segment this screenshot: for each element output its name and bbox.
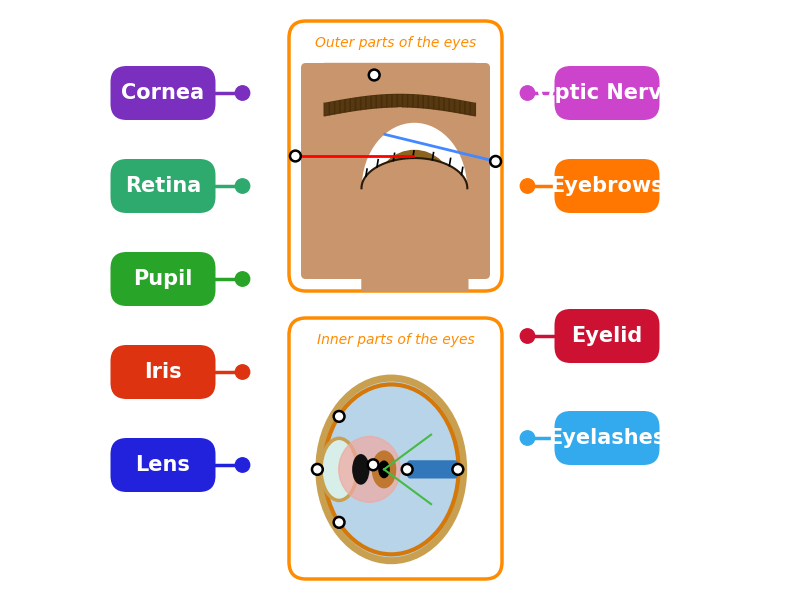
Circle shape (235, 86, 250, 100)
FancyBboxPatch shape (554, 309, 659, 363)
Ellipse shape (362, 124, 466, 253)
Circle shape (369, 70, 379, 80)
Ellipse shape (338, 436, 400, 502)
Circle shape (235, 179, 250, 193)
Ellipse shape (377, 151, 452, 226)
Text: Iris: Iris (144, 362, 182, 382)
Ellipse shape (397, 171, 406, 179)
FancyBboxPatch shape (110, 345, 215, 399)
Ellipse shape (321, 439, 358, 500)
Text: Cornea: Cornea (122, 83, 205, 103)
Text: Optic Nerve: Optic Nerve (538, 83, 677, 103)
FancyBboxPatch shape (554, 66, 659, 120)
Text: Outer parts of the eyes: Outer parts of the eyes (315, 36, 476, 50)
Text: Pupil: Pupil (134, 269, 193, 289)
FancyBboxPatch shape (110, 159, 215, 213)
Circle shape (235, 458, 250, 472)
Circle shape (453, 464, 463, 475)
FancyBboxPatch shape (407, 460, 458, 479)
Circle shape (520, 329, 534, 343)
FancyBboxPatch shape (110, 66, 215, 120)
Ellipse shape (373, 451, 395, 488)
FancyBboxPatch shape (301, 63, 490, 279)
FancyBboxPatch shape (289, 318, 502, 579)
Text: Retina: Retina (125, 176, 201, 196)
Ellipse shape (319, 378, 464, 561)
Circle shape (520, 431, 534, 445)
Circle shape (290, 151, 301, 161)
Text: Eyelid: Eyelid (571, 326, 642, 346)
Circle shape (520, 179, 534, 193)
Ellipse shape (379, 461, 389, 478)
Circle shape (520, 86, 534, 100)
FancyBboxPatch shape (110, 438, 215, 492)
Circle shape (235, 365, 250, 379)
Circle shape (334, 411, 345, 422)
Text: Eyelashes: Eyelashes (548, 428, 666, 448)
Ellipse shape (353, 455, 369, 484)
Circle shape (334, 517, 345, 528)
Circle shape (235, 272, 250, 286)
FancyBboxPatch shape (554, 411, 659, 465)
Ellipse shape (396, 170, 433, 206)
Circle shape (312, 464, 322, 475)
Circle shape (490, 156, 501, 167)
Circle shape (402, 464, 413, 475)
Text: Eyebrows: Eyebrows (550, 176, 664, 196)
FancyBboxPatch shape (289, 21, 502, 291)
Text: Lens: Lens (135, 455, 190, 475)
Text: Inner parts of the eyes: Inner parts of the eyes (317, 333, 474, 347)
Circle shape (368, 460, 378, 470)
FancyBboxPatch shape (554, 159, 659, 213)
FancyBboxPatch shape (110, 252, 215, 306)
